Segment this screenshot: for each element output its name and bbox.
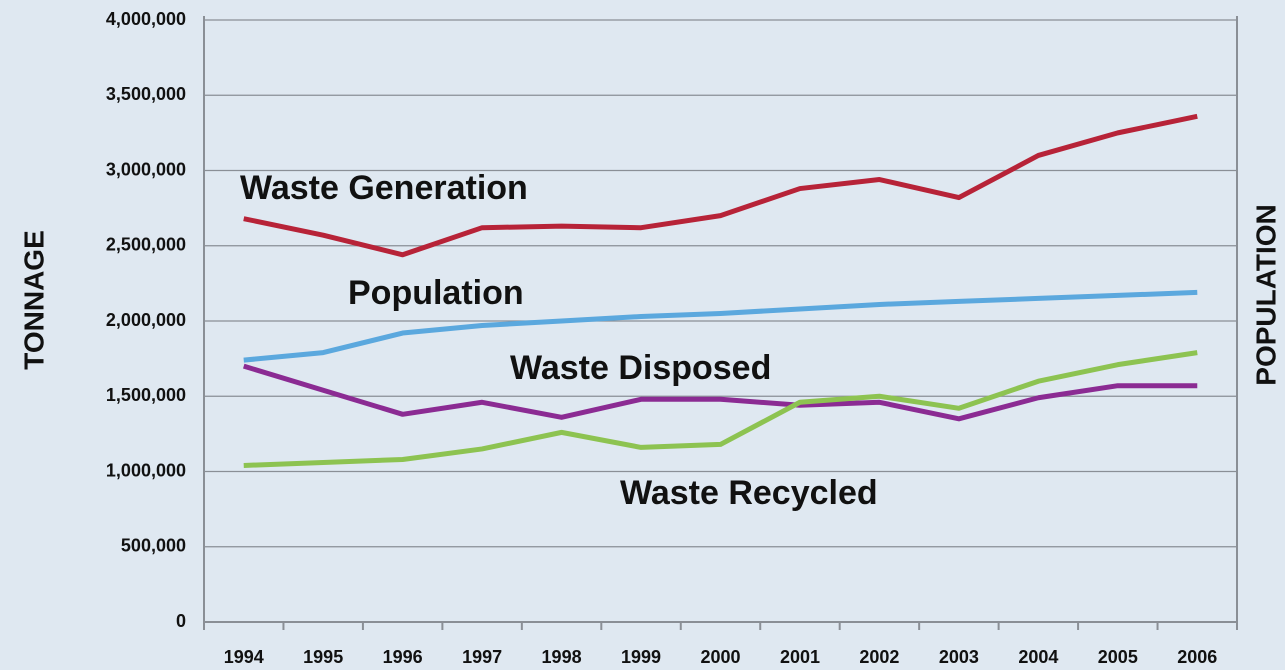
x-tick-label: 2005 [1098,647,1138,667]
x-tick-label: 2002 [859,647,899,667]
y2-axis-title: POPULATION [1250,204,1281,385]
x-tick-label: 2000 [700,647,740,667]
y-tick-label: 3,000,000 [106,159,186,179]
series-label: Waste Disposed [510,349,771,387]
y-tick-label: 0 [176,611,186,631]
x-tick-label: 2003 [939,647,979,667]
x-tick-label: 2001 [780,647,820,667]
y-tick-label: 2,000,000 [106,310,186,330]
series-label: Waste Recycled [620,474,878,512]
x-tick-label: 1997 [462,647,502,667]
x-tick-label: 1995 [303,647,343,667]
series-label: Waste Generation [240,169,528,207]
y-tick-label: 3,500,000 [106,84,186,104]
x-tick-label: 1998 [542,647,582,667]
x-tick-label: 1999 [621,647,661,667]
y-axis-title: TONNAGE [18,230,49,370]
y-tick-label: 2,500,000 [106,235,186,255]
y-tick-label: 4,000,000 [106,9,186,29]
y-tick-label: 500,000 [121,536,186,556]
series-line [243,289,1198,363]
x-tick-label: 2006 [1177,647,1217,667]
series-line [243,350,1198,468]
y-tick-label: 1,000,000 [106,460,186,480]
x-tick-label: 2004 [1018,647,1058,667]
y-tick-label: 1,500,000 [106,385,186,405]
series-label: Population [348,274,524,312]
series-line [243,113,1198,258]
x-tick-label: 1994 [224,647,264,667]
series-line [243,363,1198,422]
x-tick-label: 1996 [383,647,423,667]
